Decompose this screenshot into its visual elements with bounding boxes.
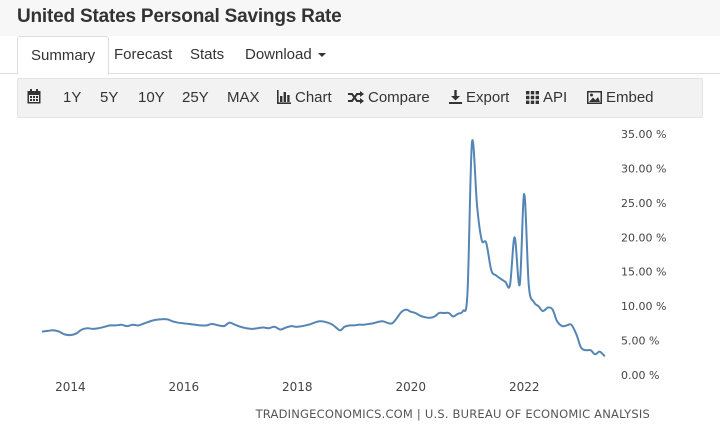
chart-type-label: Chart — [295, 89, 332, 106]
x-tick-label: 2018 — [282, 380, 313, 394]
chart-toolbar: 1Y 5Y 10Y 25Y MAX Chart Compare Export — [17, 78, 703, 118]
compare-button[interactable]: Compare — [348, 79, 430, 117]
series-line — [41, 139, 606, 358]
x-tick-label: 2016 — [169, 380, 200, 394]
y-tick-label: 0.00 % — [621, 369, 659, 382]
page-title: United States Personal Savings Rate — [17, 6, 342, 27]
tab-bar: Summary Forecast Stats Download — [0, 36, 720, 75]
y-tick-label: 30.00 % — [621, 162, 666, 175]
compare-label: Compare — [368, 89, 430, 106]
x-axis: 2014 2016 2018 2020 2022 — [55, 380, 539, 394]
range-25y-button[interactable]: 25Y — [182, 89, 209, 106]
range-max-button[interactable]: MAX — [227, 89, 260, 106]
export-button[interactable]: Export — [449, 79, 509, 117]
api-label: API — [543, 89, 568, 106]
y-tick-label: 20.00 % — [621, 231, 666, 244]
y-axis: 0.00 % 5.00 % 10.00 % 15.00 % 20.00 % 25.00 %… — [621, 128, 666, 382]
image-icon — [587, 91, 602, 104]
series-layer — [41, 139, 606, 358]
x-tick-label: 2022 — [509, 380, 540, 394]
calendar-button[interactable] — [27, 79, 45, 117]
title-band — [0, 0, 720, 36]
bar-chart-icon — [277, 90, 291, 104]
chart-type-button[interactable]: Chart — [277, 79, 332, 117]
x-tick-label: 2020 — [395, 380, 426, 394]
export-label: Export — [466, 89, 510, 106]
tab-download[interactable]: Download — [232, 36, 339, 74]
shuffle-icon — [348, 91, 364, 104]
y-tick-label: 25.00 % — [621, 197, 666, 210]
range-1y-button[interactable]: 1Y — [63, 89, 82, 106]
y-tick-label: 5.00 % — [621, 335, 659, 348]
calendar-icon — [27, 89, 41, 104]
range-10y-button[interactable]: 10Y — [138, 89, 165, 106]
tab-summary[interactable]: Summary — [17, 36, 110, 75]
y-tick-label: 15.00 % — [621, 266, 666, 279]
tab-stats[interactable]: Stats — [190, 46, 225, 63]
y-tick-label: 35.00 % — [621, 128, 666, 141]
embed-label: Embed — [606, 89, 654, 106]
tab-forecast[interactable]: Forecast — [114, 46, 173, 63]
tab-download-label: Download — [245, 46, 312, 63]
api-button[interactable]: API — [526, 79, 567, 117]
savings-rate-chart: 0.00 % 5.00 % 10.00 % 15.00 % 20.00 % 25.00 %… — [41, 128, 666, 421]
chevron-down-icon — [317, 53, 326, 58]
grid-icon — [526, 91, 539, 104]
x-tick-label: 2014 — [55, 380, 86, 394]
chart-area: 0.00 % 5.00 % 10.00 % 15.00 % 20.00 % 25.00 %… — [17, 118, 703, 437]
y-tick-label: 10.00 % — [621, 300, 666, 313]
download-icon — [449, 90, 462, 104]
chart-source: TRADINGECONOMICS.COM | U.S. BUREAU OF EC… — [255, 407, 650, 421]
range-5y-button[interactable]: 5Y — [100, 89, 119, 106]
embed-button[interactable]: Embed — [587, 79, 654, 117]
